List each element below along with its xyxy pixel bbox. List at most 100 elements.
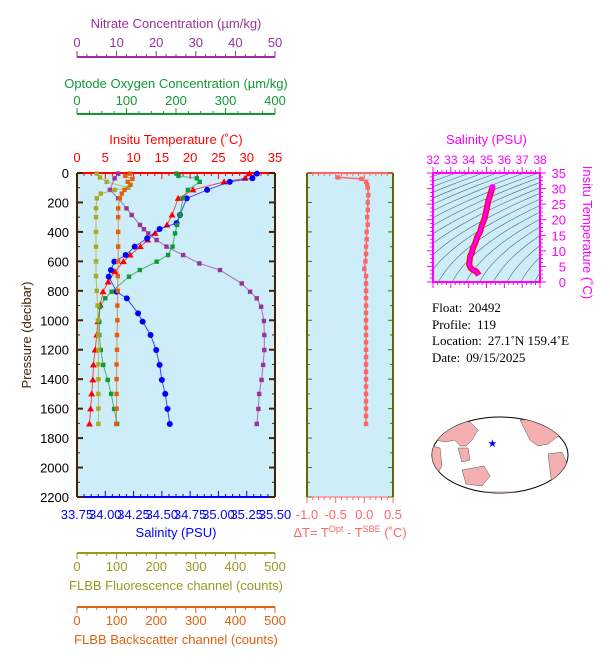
delta-t-data-point bbox=[363, 354, 369, 360]
salinity-data-point bbox=[131, 243, 138, 250]
salinity-tick-label: 34.00 bbox=[89, 507, 122, 522]
fluorescence-data-point bbox=[96, 391, 101, 397]
nitrate-data-point bbox=[124, 206, 129, 211]
density-contour bbox=[534, 272, 540, 282]
backscatter-data-point bbox=[130, 176, 135, 182]
pressure-tick-label: 1400 bbox=[40, 372, 69, 387]
nitrate-data-point bbox=[112, 176, 117, 181]
delta-t-data-point bbox=[363, 391, 369, 397]
delta-t-data-point bbox=[363, 399, 369, 404]
fluorescence-data-point bbox=[94, 288, 99, 294]
delta-t-data-point bbox=[362, 266, 367, 271]
nitrate-data-point bbox=[256, 391, 262, 397]
delta-t-data-point bbox=[363, 362, 369, 367]
delta-t-tick-label: -0.5 bbox=[324, 507, 346, 522]
delta-t-data-point bbox=[363, 273, 369, 279]
density-contour bbox=[520, 256, 540, 282]
nitrate-data-point bbox=[146, 231, 151, 236]
fluorescence-data-point bbox=[96, 362, 101, 367]
delta-t-data-point bbox=[363, 310, 369, 316]
backscatter-data-point bbox=[125, 179, 130, 185]
land-mass bbox=[457, 447, 471, 463]
nitrate-tick-label: 30 bbox=[189, 35, 203, 50]
delta-t-data-point bbox=[363, 251, 369, 257]
salinity-data-point bbox=[162, 390, 169, 397]
nitrate-data-point bbox=[256, 406, 261, 412]
delta-t-data-point bbox=[363, 384, 369, 389]
ts-temperature-tick-label: 10 bbox=[552, 244, 566, 259]
float-location-star-icon bbox=[488, 439, 497, 447]
salinity-data-point bbox=[111, 258, 118, 265]
salinity-data-point bbox=[139, 318, 146, 325]
backscatter-data-point bbox=[115, 229, 121, 235]
temperature-data-point bbox=[111, 268, 119, 275]
oxygen-tick-label: 200 bbox=[165, 93, 187, 108]
date: Date: 09/15/2025 bbox=[432, 350, 526, 366]
oxygen-data-point bbox=[174, 171, 179, 176]
oxygen-data-point bbox=[154, 259, 159, 264]
temperature-data-point bbox=[87, 405, 95, 412]
nitrate-data-point bbox=[180, 252, 186, 258]
delta-t-data-point bbox=[365, 214, 370, 220]
ts-surface-point bbox=[489, 184, 496, 191]
temperature-data-point bbox=[89, 376, 97, 383]
temperature-tick-label: 30 bbox=[239, 150, 253, 165]
delta-t-data-point bbox=[364, 237, 369, 242]
backscatter-data-point bbox=[114, 391, 119, 397]
delta-t-data-point bbox=[363, 406, 369, 411]
fluorescence-data-point bbox=[93, 244, 99, 249]
nitrate-tick-label: 50 bbox=[268, 35, 282, 50]
ts-salinity-tick-label: 38 bbox=[533, 153, 547, 167]
pressure-tick-label: 600 bbox=[47, 254, 69, 269]
density-contour bbox=[433, 173, 512, 205]
delta-t-data-point bbox=[363, 421, 369, 427]
temperature-data-point bbox=[119, 258, 127, 265]
nitrate-data-point bbox=[141, 227, 147, 232]
oxygen-data-point bbox=[194, 176, 199, 181]
salinity-data-point bbox=[164, 405, 171, 412]
ts-temperature-tick-label: 5 bbox=[559, 259, 566, 274]
fluorescence-data-point bbox=[112, 187, 117, 193]
temperature-tick-label: 35 bbox=[268, 150, 282, 165]
delta-t-data-point bbox=[363, 332, 369, 338]
pressure-tick-label: 1200 bbox=[40, 343, 69, 358]
oxygen-data-point bbox=[180, 196, 186, 201]
oxygen-data-point bbox=[174, 222, 180, 228]
delta-t-data-point bbox=[363, 376, 369, 382]
density-contour bbox=[433, 173, 540, 219]
delta-t-axis-title: ΔT= TOpt - TSBE (˚C) bbox=[293, 524, 406, 540]
backscatter-data-point bbox=[122, 187, 127, 193]
temperature-axis-title: Insitu Temperature (˚C) bbox=[109, 132, 242, 147]
ts-temperature-tick-label: 30 bbox=[552, 182, 566, 197]
oxygen-tick-label: 300 bbox=[215, 93, 237, 108]
delta-t-data-point bbox=[365, 200, 370, 205]
delta-t-data-point bbox=[363, 325, 369, 330]
backscatter-data-point bbox=[115, 206, 121, 211]
nitrate-data-point bbox=[107, 187, 113, 193]
nitrate-data-point bbox=[254, 296, 259, 301]
oxygen-data-point bbox=[170, 244, 175, 249]
temperature-data-point bbox=[189, 186, 197, 193]
backscatter-data-point bbox=[114, 362, 119, 367]
backscatter-data-point bbox=[115, 273, 120, 279]
backscatter-data-point bbox=[127, 171, 133, 176]
delta-t-data-point bbox=[363, 295, 369, 301]
nitrate-data-point bbox=[259, 377, 264, 383]
salinity-data-point bbox=[105, 273, 112, 280]
fluorescence-data-point bbox=[96, 406, 101, 411]
oxygen-tick-label: 100 bbox=[116, 93, 138, 108]
fluorescence-data-point bbox=[96, 332, 101, 338]
salinity-data-point bbox=[156, 361, 163, 368]
salinity-axis-title: Salinity (PSU) bbox=[136, 525, 217, 540]
oxygen-data-point bbox=[185, 187, 191, 193]
nitrate-tick-label: 10 bbox=[109, 35, 123, 50]
nitrate-data-point bbox=[239, 281, 244, 286]
backscatter-data-point bbox=[117, 196, 122, 201]
fluorescence-data-point bbox=[96, 347, 101, 352]
backscatter-data-point bbox=[123, 173, 128, 179]
salinity-data-point bbox=[107, 267, 114, 274]
backscatter-tick-label: 100 bbox=[106, 613, 128, 628]
location: Location: 27.1˚N 159.4˚E bbox=[432, 333, 570, 349]
salinity-data-point bbox=[144, 235, 151, 242]
